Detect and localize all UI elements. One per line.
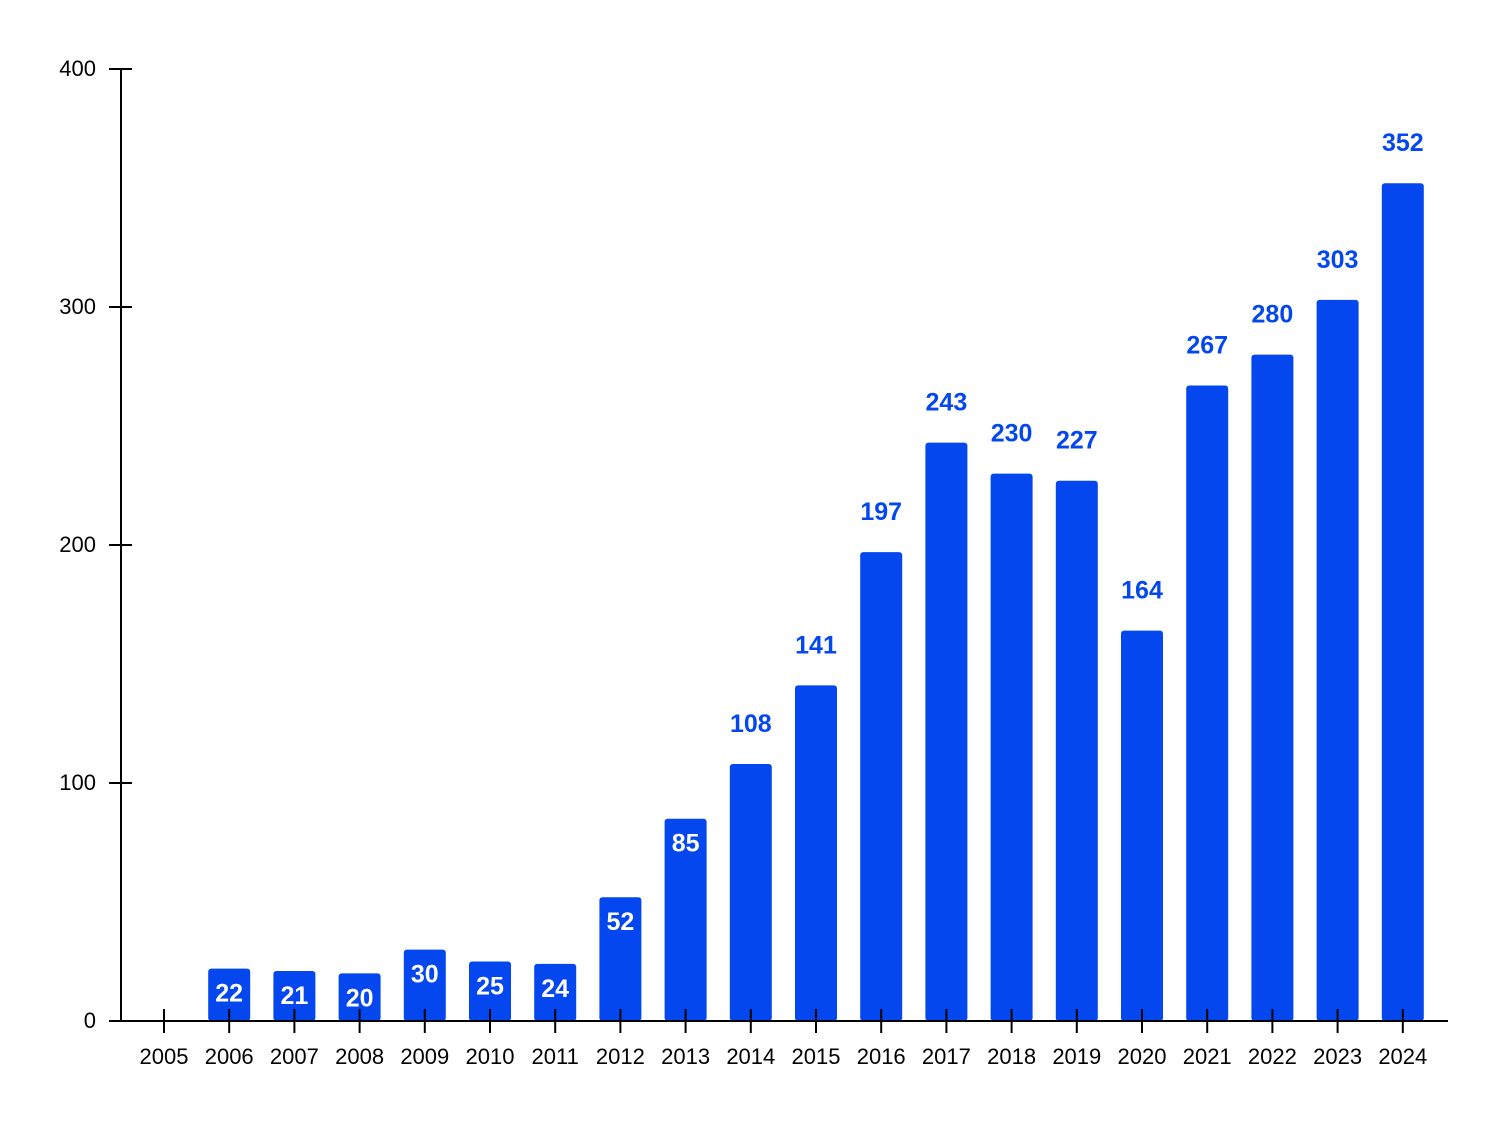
x-tick-label-2011: 2011 [532, 1044, 579, 1069]
x-tick-label-2016: 2016 [857, 1044, 906, 1069]
y-tick-label: 100 [59, 770, 96, 795]
bar-2015 [795, 685, 837, 1021]
data-labels-group: 22 21 20 30 25 24 52 85 108 141 197 243 230 227 164 267… [215, 129, 1423, 1012]
bar-2019 [1055, 480, 1098, 1021]
bar-2010 [469, 961, 511, 1021]
x-tick-label-2010: 2010 [466, 1044, 515, 1069]
x-tick-label-2006: 2006 [205, 1044, 254, 1069]
data-label-2011: 24 [541, 975, 569, 1003]
bar-2007 [273, 971, 316, 1021]
data-label-2023: 303 [1317, 246, 1359, 274]
bar-2018 [990, 473, 1033, 1022]
bar-2016 [860, 552, 903, 1021]
data-label-2013: 85 [672, 830, 700, 858]
data-label-2018: 230 [991, 420, 1033, 448]
data-label-2019: 227 [1056, 427, 1098, 455]
bar-2006 [208, 968, 251, 1021]
bars-group [208, 183, 1424, 1022]
x-tick-label-2019: 2019 [1052, 1044, 1101, 1069]
x-tick-label-2014: 2014 [726, 1044, 775, 1069]
data-label-2010: 25 [476, 973, 504, 1001]
data-label-2022: 280 [1252, 301, 1294, 329]
bar-2009 [403, 949, 446, 1021]
x-tick-label-2024: 2024 [1378, 1044, 1427, 1069]
y-tick-label: 0 [84, 1008, 96, 1033]
x-tick-label-2009: 2009 [400, 1044, 449, 1069]
bar-2021 [1186, 385, 1229, 1021]
x-tick-label-2008: 2008 [335, 1044, 384, 1069]
bar-2020 [1121, 630, 1163, 1021]
bar-2008 [338, 973, 381, 1021]
x-tick-label-2023: 2023 [1313, 1044, 1362, 1069]
y-axis: 0 100 200 300 400 [59, 56, 132, 1033]
data-label-2007: 21 [280, 982, 308, 1010]
y-tick-label: 400 [59, 56, 96, 81]
y-tick-label: 200 [59, 532, 96, 557]
x-tick-label-2012: 2012 [596, 1044, 645, 1069]
data-label-2017: 243 [926, 389, 968, 417]
x-tick-label-2018: 2018 [987, 1044, 1036, 1069]
bar-2022 [1251, 354, 1294, 1022]
bar-2023 [1316, 299, 1359, 1021]
bar-2013 [664, 818, 707, 1021]
data-label-2009: 30 [411, 961, 439, 989]
x-tick-label-2007: 2007 [270, 1044, 319, 1069]
data-label-2012: 52 [606, 908, 634, 936]
data-label-2014: 108 [730, 710, 772, 738]
x-tick-label-2015: 2015 [792, 1044, 841, 1069]
bar-2014 [729, 763, 772, 1021]
data-label-2006: 22 [215, 980, 243, 1008]
x-tick-label-2022: 2022 [1248, 1044, 1297, 1069]
bar-2024 [1381, 183, 1424, 1022]
x-tick-label-2005: 2005 [140, 1044, 189, 1069]
x-tick-label-2021: 2021 [1183, 1044, 1232, 1069]
x-axis: 2005 2006 2007 2008 2009 2010 2011 2012 2013 2014… [109, 1009, 1448, 1069]
y-tick-label: 300 [59, 294, 96, 319]
data-label-2016: 197 [860, 498, 902, 526]
data-label-2015: 141 [795, 631, 837, 659]
x-tick-label-2017: 2017 [922, 1044, 971, 1069]
bar-2012 [599, 897, 642, 1021]
x-tick-label-2013: 2013 [661, 1044, 710, 1069]
data-label-2024: 352 [1382, 129, 1424, 157]
data-label-2008: 20 [346, 984, 374, 1012]
bar-2017 [925, 442, 968, 1021]
x-tick-label-2020: 2020 [1118, 1044, 1167, 1069]
bar-2011 [534, 963, 577, 1021]
data-label-2021: 267 [1186, 332, 1228, 360]
data-label-2020: 164 [1121, 577, 1163, 605]
